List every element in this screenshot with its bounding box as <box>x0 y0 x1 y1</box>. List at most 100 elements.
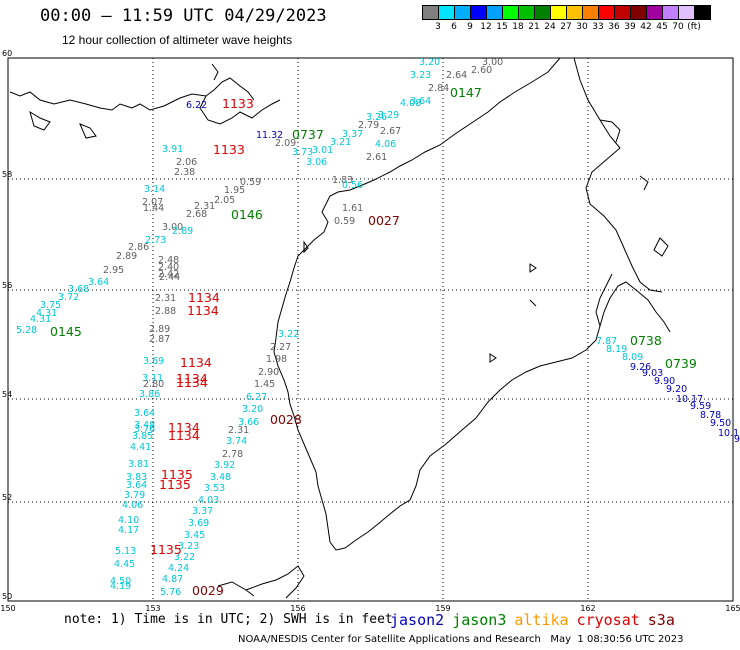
wave-height-value: 3.86 <box>139 389 160 400</box>
wave-height-value: 4.45 <box>114 559 135 570</box>
wave-height-value: 1.44 <box>143 203 164 214</box>
wave-height-value: 3.92 <box>214 460 235 471</box>
wave-height-value: 2.42 <box>158 269 179 280</box>
wave-height-value: 3.79 <box>124 490 145 501</box>
color-swatch <box>438 5 455 20</box>
color-swatch <box>550 5 567 20</box>
wave-height-value: 3.75 <box>40 300 61 311</box>
wave-height-value: 2.05 <box>214 195 235 206</box>
wave-height-value: 2.48 <box>158 255 179 266</box>
pass-label: 0739 <box>665 356 697 371</box>
color-scale-label: 6 <box>451 22 457 32</box>
wave-height-value: 3.48 <box>134 420 155 431</box>
color-swatch <box>566 5 583 20</box>
wave-height-value: 1.61 <box>342 203 363 214</box>
wave-height-value: 4.50 <box>110 576 131 587</box>
wave-height-values: 5.284.314.313.753.723.683.642.952.892.86… <box>16 57 740 598</box>
longitude-label: 159 <box>435 604 450 613</box>
wave-height-value: 3.11 <box>142 373 163 384</box>
wave-height-value: 4.06 <box>122 500 143 511</box>
wave-height-value: 3.37 <box>342 129 363 140</box>
wave-height-value: 4.06 <box>375 139 396 150</box>
latitude-label: 54 <box>2 390 12 399</box>
wave-height-value: 2.07 <box>142 197 163 208</box>
color-swatch <box>486 5 503 20</box>
pass-label: 0029 <box>192 583 224 598</box>
wave-height-value: 3.37 <box>192 506 213 517</box>
color-scale-label: 30 <box>576 22 588 32</box>
wave-height-value: 2.64 <box>446 70 467 81</box>
wave-height-value: 2.87 <box>149 334 170 345</box>
wave-height-value: 3.06 <box>306 157 327 168</box>
latitude-axis: 60 58 56 54 52 50 <box>2 49 12 601</box>
color-scale <box>422 5 711 20</box>
wave-height-value: 2.31 <box>155 293 176 304</box>
pass-label: 1134 <box>176 375 208 390</box>
wave-height-value: 3.14 <box>144 184 165 195</box>
color-scale-label: 45 <box>656 22 668 32</box>
color-scale-labels: 3 6 9 12 15 18 21 24 27 30 33 36 39 42 45 70 (ft) <box>422 22 740 34</box>
map-frame <box>7 57 734 602</box>
pass-label: 1133 <box>213 142 245 157</box>
wave-height-value: 2.61 <box>366 152 387 163</box>
satellite-legend: jason2 jason3 altika cryosat s3a <box>390 611 683 629</box>
pass-label: 0028 <box>270 412 302 427</box>
wave-height-value: 3.91 <box>162 144 183 155</box>
pass-label: 1134 <box>180 355 212 370</box>
longitude-label: 165 <box>725 604 740 613</box>
pass-label: 1135 <box>150 542 182 557</box>
longitude-label: 150 <box>0 604 15 613</box>
wave-height-value: 2.44 <box>159 272 180 283</box>
color-scale-label: 3 <box>435 22 441 32</box>
wave-height-value: 3.66 <box>238 417 259 428</box>
wave-height-value: 3.76 <box>134 424 155 435</box>
longitude-axis: 150 153 156 159 162 165 <box>0 604 740 613</box>
color-swatch <box>662 5 679 20</box>
credit-line: NOAA/NESDIS Center for Satellite Applica… <box>238 634 684 645</box>
wave-height-value: 11.32 <box>256 130 283 141</box>
wave-height-value: 2.31 <box>194 201 215 212</box>
pass-label: 1135 <box>159 477 191 492</box>
color-scale-label: 39 <box>624 22 636 32</box>
map-subtitle: 12 hour collection of altimeter wave hei… <box>62 33 293 47</box>
wave-height-value: 2.06 <box>176 157 197 168</box>
color-swatch <box>678 5 695 20</box>
wave-height-value: 4.31 <box>36 308 57 319</box>
wave-height-value: 8.78 <box>700 410 721 421</box>
wave-height-value: 0.59 <box>334 216 355 227</box>
wave-height-value: 3.64 <box>410 96 431 107</box>
wave-height-value: 5.76 <box>160 587 181 598</box>
wave-height-value: 2.88 <box>155 306 176 317</box>
wave-height-value: 2.67 <box>380 126 401 137</box>
pass-label: 1135 <box>161 467 193 482</box>
wave-height-value: 9.59 <box>690 401 711 412</box>
color-swatch <box>694 5 711 20</box>
wave-height-value: 4.19 <box>110 581 131 592</box>
wave-height-value: 6.22 <box>186 100 207 111</box>
footer-note: note: 1) Time is in UTC; 2) SWH is in fe… <box>64 612 393 627</box>
wave-height-value: 3.23 <box>178 541 199 552</box>
wave-height-value: 3.26 <box>366 112 387 123</box>
wave-height-value: 3.20 <box>242 404 263 415</box>
wave-height-value: 2.38 <box>174 167 195 178</box>
wave-height-value: 4.87 <box>162 574 183 585</box>
graticule <box>8 58 733 601</box>
pass-label: 0738 <box>630 333 662 348</box>
longitude-label: 156 <box>290 604 305 613</box>
legend-item-jason2: jason2 <box>390 611 445 629</box>
color-scale-label: 12 <box>480 22 492 32</box>
longitude-label: 153 <box>145 604 160 613</box>
pass-label: 0145 <box>50 324 82 339</box>
legend-item-cryosat: cryosat <box>576 611 640 629</box>
color-scale-label: 18 <box>512 22 524 32</box>
color-swatch <box>630 5 647 20</box>
wave-height-value: 4.10 <box>118 515 139 526</box>
wave-height-value: 2.78 <box>222 449 243 460</box>
wave-height-value: 4.03 <box>198 495 219 506</box>
wave-height-value: 7.87 <box>596 336 617 347</box>
wave-height-value: 3.85 <box>132 431 153 442</box>
coastline <box>9 57 671 599</box>
color-swatch <box>646 5 663 20</box>
color-scale-label: 21 <box>528 22 540 32</box>
